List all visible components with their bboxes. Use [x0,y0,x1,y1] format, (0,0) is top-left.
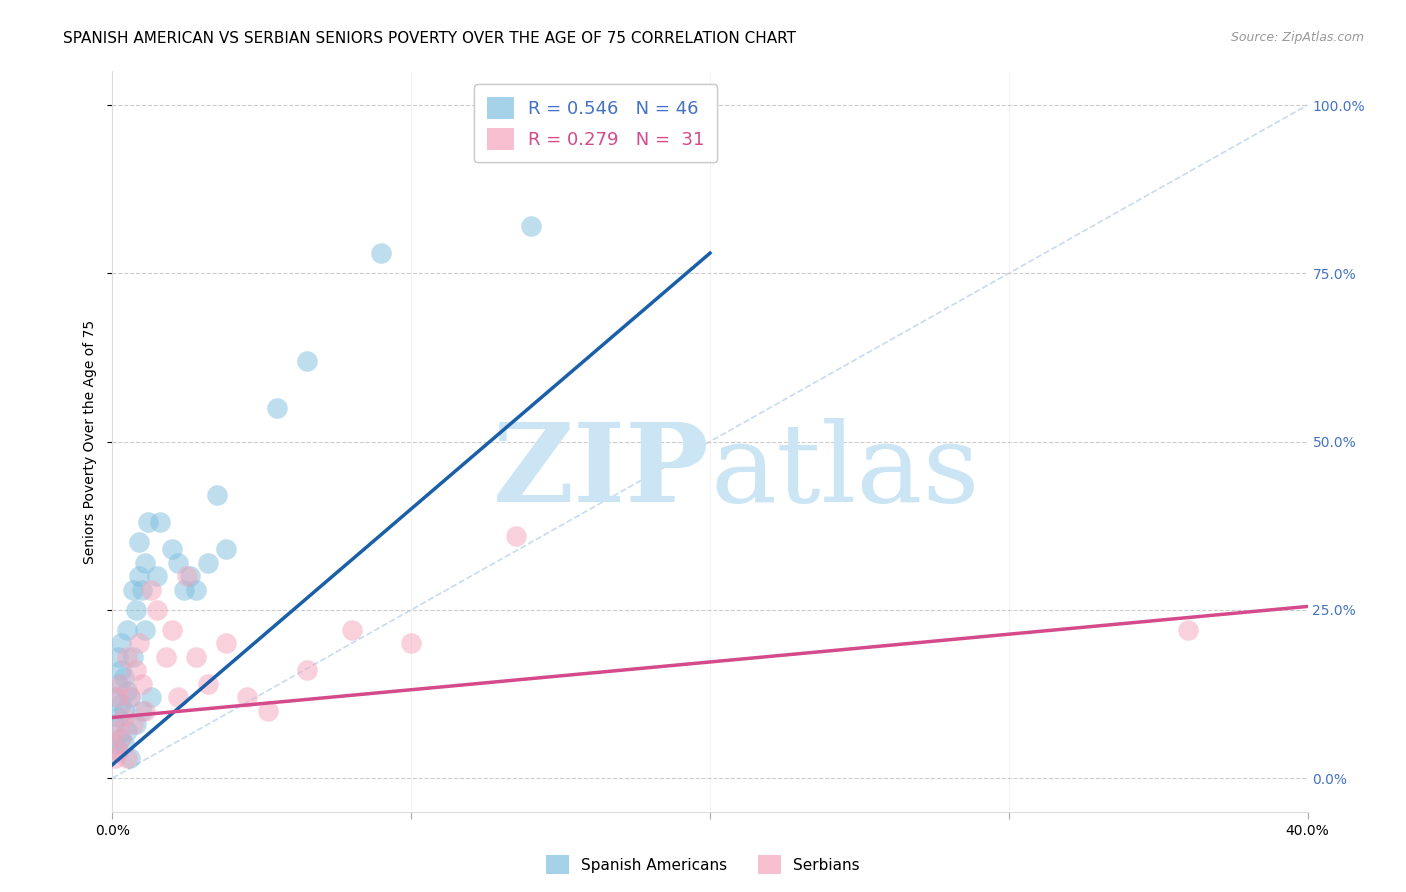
Point [107,710,129,724]
Point [215,636,238,650]
Point [114,710,135,724]
Point [104,690,127,705]
Point [131,704,153,718]
Point [520,219,543,234]
Point [149,516,172,530]
Point [138,516,160,530]
Point [141,582,163,597]
Point [117,723,139,738]
Point [117,683,139,698]
Point [125,603,148,617]
Point [114,704,135,718]
Point [141,690,163,705]
Point [162,623,183,637]
Point [205,488,228,502]
Point [669,118,692,132]
Point [134,704,156,718]
Point [110,731,132,745]
Point [110,731,132,745]
Point [131,677,153,691]
Point [107,677,129,691]
Point [104,717,127,731]
Legend: Spanish Americans, Serbians: Spanish Americans, Serbians [540,849,866,880]
Point [401,636,423,650]
Point [134,623,156,637]
Point [110,697,132,711]
Text: atlas: atlas [710,417,980,524]
Point [176,569,198,583]
Point [120,690,142,705]
Point [104,751,127,765]
Point [257,704,280,718]
Point [146,569,169,583]
Point [122,649,145,664]
Point [295,664,318,678]
Point [167,690,190,705]
Point [370,246,392,260]
Point [131,582,153,597]
Point [155,649,177,664]
Point [1177,623,1199,637]
Point [117,623,139,637]
Point [162,542,183,557]
Point [186,582,208,597]
Point [107,744,129,758]
Text: Source: ZipAtlas.com: Source: ZipAtlas.com [1230,31,1364,45]
Y-axis label: Seniors Poverty Over the Age of 75: Seniors Poverty Over the Age of 75 [83,319,97,564]
Point [114,670,135,684]
Point [266,401,288,415]
Point [505,529,527,543]
Point [236,690,259,705]
Text: SPANISH AMERICAN VS SERBIAN SENIORS POVERTY OVER THE AGE OF 75 CORRELATION CHART: SPANISH AMERICAN VS SERBIAN SENIORS POVE… [63,31,796,46]
Point [122,717,145,731]
Point [120,690,142,705]
Point [125,664,148,678]
Point [215,542,238,557]
Point [122,582,145,597]
Point [197,677,219,691]
Point [117,649,139,664]
Point [128,535,150,549]
Point [128,569,150,583]
Point [107,649,129,664]
Point [125,717,148,731]
Text: ZIP: ZIP [494,417,710,524]
Point [146,603,169,617]
Point [117,751,139,765]
Point [110,664,132,678]
Legend: R = 0.546   N = 46, R = 0.279   N =  31: R = 0.546 N = 46, R = 0.279 N = 31 [474,84,717,162]
Point [173,582,195,597]
Point [179,569,201,583]
Point [104,723,127,738]
Point [110,677,132,691]
Point [186,649,208,664]
Point [114,738,135,752]
Point [340,623,363,637]
Point [167,556,190,570]
Point [295,353,318,368]
Point [107,744,129,758]
Point [134,556,156,570]
Point [120,751,142,765]
Point [107,690,129,705]
Point [197,556,219,570]
Point [128,636,150,650]
Point [104,738,127,752]
Point [110,636,132,650]
